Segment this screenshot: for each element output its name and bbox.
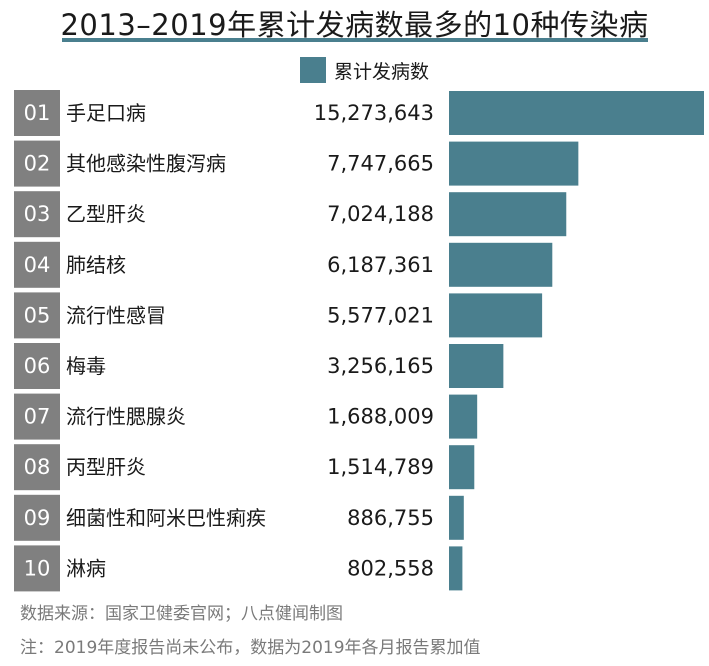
footnote: 注：2019年度报告尚未公布，数据为2019年各月报告累加值 <box>20 638 481 658</box>
bar <box>449 91 704 135</box>
rank-box <box>14 241 60 288</box>
rank-box <box>14 494 60 541</box>
rank-label: 08 <box>24 455 51 479</box>
rank-box <box>14 90 60 136</box>
rank-label: 10 <box>24 556 51 580</box>
value-label: 886,755 <box>347 506 434 530</box>
bar <box>449 445 475 490</box>
rank-box <box>14 393 60 440</box>
value-label: 6,187,361 <box>327 253 434 277</box>
value-label: 1,688,009 <box>327 405 434 429</box>
value-label: 802,558 <box>347 556 434 580</box>
bar <box>449 192 567 237</box>
value-label: 1,514,789 <box>327 455 434 479</box>
category-label: 流行性腮腺炎 <box>66 405 186 429</box>
category-label: 乙型肝炎 <box>66 202 146 226</box>
category-label: 丙型肝炎 <box>66 455 146 479</box>
chart-title: 2013–2019年累计发病数最多的10种传染病 <box>60 8 649 42</box>
rank-label: 04 <box>24 253 51 277</box>
rank-box <box>14 140 60 187</box>
value-label: 5,577,021 <box>327 303 434 327</box>
category-label: 肺结核 <box>66 253 126 277</box>
value-label: 7,024,188 <box>327 202 434 226</box>
legend-label: 累计发病数 <box>334 60 430 83</box>
rank-label: 03 <box>24 202 51 226</box>
rank-label: 01 <box>24 101 51 125</box>
rank-box <box>14 191 60 238</box>
bar <box>449 495 464 540</box>
rank-box <box>14 444 60 491</box>
bar <box>449 394 478 439</box>
category-label: 手足口病 <box>66 101 146 125</box>
rank-box <box>14 292 60 339</box>
rank-label: 02 <box>24 152 51 176</box>
category-label: 细菌性和阿米巴性痢疾 <box>66 506 266 530</box>
bar <box>449 242 553 287</box>
bar <box>449 546 463 591</box>
source-note: 数据来源：国家卫健委官网；八点健闻制图 <box>20 604 343 624</box>
category-label: 淋病 <box>66 556 106 580</box>
rank-label: 09 <box>24 506 51 530</box>
category-label: 梅毒 <box>66 354 106 378</box>
category-label: 其他感染性腹泻病 <box>66 152 226 176</box>
bar <box>449 141 579 186</box>
rank-box <box>14 343 60 389</box>
bar <box>449 344 504 388</box>
category-label: 流行性感冒 <box>66 303 166 327</box>
rank-label: 06 <box>24 354 51 378</box>
value-label: 3,256,165 <box>327 354 434 378</box>
legend: 累计发病数 <box>300 57 429 83</box>
rank-label: 07 <box>24 405 51 429</box>
title-underline <box>62 38 648 42</box>
value-label: 15,273,643 <box>314 101 434 125</box>
value-label: 7,747,665 <box>327 152 434 176</box>
bar <box>449 293 543 338</box>
rank-box <box>14 545 60 592</box>
legend-swatch <box>300 57 326 83</box>
rank-label: 05 <box>24 303 51 327</box>
